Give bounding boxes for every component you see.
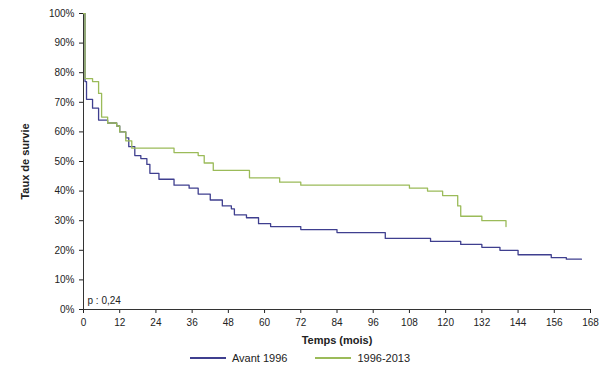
svg-text:30%: 30% [54, 215, 74, 226]
svg-text:p : 0,24: p : 0,24 [88, 295, 122, 306]
svg-text:48: 48 [223, 317, 235, 328]
svg-text:100%: 100% [49, 8, 75, 19]
svg-text:168: 168 [582, 317, 599, 328]
svg-text:60: 60 [259, 317, 271, 328]
svg-text:12: 12 [114, 317, 126, 328]
svg-text:156: 156 [546, 317, 563, 328]
svg-text:84: 84 [331, 317, 343, 328]
html-text:Avant 1996: Avant 1996 [232, 352, 288, 364]
svg-text:Temps (mois): Temps (mois) [302, 334, 373, 346]
svg-text:120: 120 [437, 317, 454, 328]
svg-text:20%: 20% [54, 245, 74, 256]
svg-text:96: 96 [368, 317, 380, 328]
svg-text:108: 108 [401, 317, 418, 328]
svg-text:24: 24 [150, 317, 162, 328]
svg-text:36: 36 [187, 317, 199, 328]
svg-text:60%: 60% [54, 126, 74, 137]
html-text:1996-2013: 1996-2013 [357, 352, 410, 364]
svg-text:90%: 90% [54, 37, 74, 48]
svg-text:70%: 70% [54, 97, 74, 108]
svg-text:0: 0 [81, 317, 87, 328]
svg-text:50%: 50% [54, 156, 74, 167]
svg-text:Taux de survie: Taux de survie [19, 123, 31, 199]
svg-text:10%: 10% [54, 274, 74, 285]
svg-text:80%: 80% [54, 67, 74, 78]
svg-text:144: 144 [510, 317, 527, 328]
svg-text:132: 132 [474, 317, 491, 328]
svg-text:0%: 0% [60, 304, 75, 315]
svg-text:40%: 40% [54, 185, 74, 196]
svg-text:72: 72 [295, 317, 307, 328]
